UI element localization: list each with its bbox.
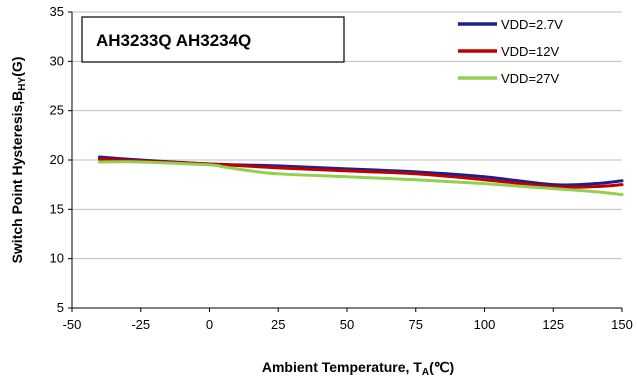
- x-tick-label: 50: [340, 317, 354, 332]
- title-frame: [81, 16, 345, 63]
- y-tick-label: 25: [50, 103, 64, 118]
- x-tick-label: 150: [611, 317, 633, 332]
- y-tick-label: 15: [50, 201, 64, 216]
- legend-label-2: VDD=12V: [501, 44, 559, 59]
- title-box: AH3233Q AH3234Q: [81, 16, 345, 63]
- x-tick-label: 125: [542, 317, 564, 332]
- x-tick-label: 75: [409, 317, 423, 332]
- series-layer: [98, 155, 624, 197]
- x-tick-label: -50: [63, 317, 82, 332]
- y-tick-label: 35: [50, 4, 64, 19]
- series-line-3: [98, 160, 624, 197]
- x-axis-title: Ambient Temperature, TA(℃): [262, 359, 454, 378]
- tick-layer: 5 10 15 20 25 30 35 -50 -25 0 25 50 75 100 125 150: [50, 4, 633, 332]
- x-tick-label: -25: [131, 317, 150, 332]
- x-tick-label: 25: [271, 317, 285, 332]
- y-tick-label: 5: [57, 300, 64, 315]
- legend-label-3: VDD=27V: [501, 71, 559, 86]
- chart-title: AH3233Q AH3234Q: [96, 31, 251, 50]
- legend-label-1: VDD=2.7V: [501, 17, 563, 32]
- y-axis-title: Switch Point Hysteresis,BHY(G): [9, 57, 28, 264]
- x-tick-label: 100: [474, 317, 496, 332]
- legend: VDD=2.7V VDD=12V VDD=27V: [458, 17, 563, 86]
- y-tick-label: 10: [50, 251, 64, 266]
- y-tick-label: 20: [50, 152, 64, 167]
- y-tick-label: 30: [50, 53, 64, 68]
- x-tick-label: 0: [206, 317, 213, 332]
